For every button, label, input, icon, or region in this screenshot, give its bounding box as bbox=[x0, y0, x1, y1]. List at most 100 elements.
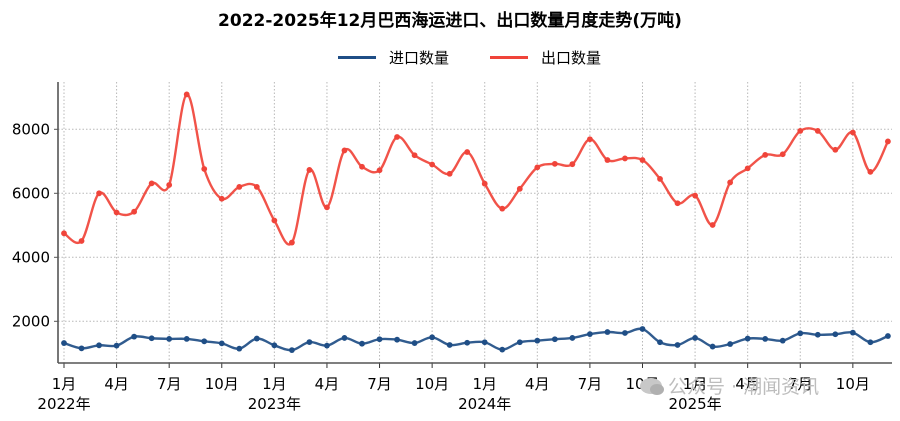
data-point bbox=[639, 326, 646, 332]
data-point bbox=[359, 340, 365, 347]
data-point bbox=[762, 152, 769, 158]
data-point bbox=[96, 190, 102, 197]
data-point bbox=[166, 182, 173, 188]
data-point bbox=[622, 330, 628, 336]
data-point bbox=[867, 339, 874, 346]
data-point bbox=[148, 335, 155, 342]
data-point bbox=[551, 160, 558, 167]
data-point bbox=[464, 149, 471, 155]
data-point bbox=[183, 91, 190, 98]
data-point bbox=[744, 165, 751, 172]
data-point bbox=[376, 167, 383, 174]
data-point bbox=[885, 138, 891, 145]
data-point bbox=[779, 151, 786, 158]
data-point bbox=[849, 129, 856, 136]
x-tick-label: 1月 bbox=[52, 375, 77, 393]
data-point bbox=[534, 337, 541, 344]
legend-line-export-icon bbox=[490, 55, 528, 59]
data-point bbox=[61, 340, 67, 346]
data-point bbox=[183, 336, 190, 342]
data-point bbox=[622, 155, 628, 162]
data-point bbox=[744, 335, 751, 342]
data-point bbox=[131, 333, 138, 340]
data-point bbox=[779, 337, 786, 344]
x-year-label: 2022年 bbox=[37, 395, 90, 413]
data-point bbox=[832, 146, 839, 153]
data-point bbox=[341, 335, 348, 341]
chart-title: 2022-2025年12月巴西海运进口、出口数量月度走势(万吨) bbox=[218, 11, 682, 31]
data-point bbox=[534, 164, 541, 171]
data-point bbox=[236, 345, 243, 352]
x-tick-label: 1月 bbox=[683, 375, 708, 393]
x-tick-label: 7月 bbox=[788, 375, 813, 393]
data-point bbox=[814, 331, 821, 338]
data-point bbox=[692, 335, 698, 341]
x-tick-label: 4月 bbox=[735, 375, 760, 393]
data-point bbox=[674, 342, 681, 348]
data-point bbox=[569, 335, 576, 341]
data-point bbox=[96, 342, 102, 349]
data-point bbox=[429, 161, 436, 168]
data-point bbox=[481, 339, 488, 346]
data-point bbox=[78, 345, 85, 352]
data-point bbox=[113, 342, 120, 349]
x-tick-label: 10月 bbox=[625, 375, 659, 393]
data-point bbox=[341, 147, 348, 154]
x-tick-label: 1月 bbox=[472, 375, 497, 393]
x-year-label: 2024年 bbox=[458, 395, 511, 413]
data-point bbox=[324, 342, 330, 349]
y-tick-label: 6000 bbox=[12, 184, 50, 202]
data-point bbox=[709, 343, 716, 350]
x-tick-label: 7月 bbox=[157, 375, 182, 393]
x-tick-label: 4月 bbox=[104, 375, 129, 393]
data-point bbox=[569, 161, 576, 168]
legend-item-import: 进口数量 bbox=[338, 45, 449, 69]
legend: 进口数量 出口数量 bbox=[0, 45, 900, 69]
data-point bbox=[253, 184, 260, 190]
x-tick-label: 7月 bbox=[367, 375, 392, 393]
data-point bbox=[797, 127, 804, 134]
data-point bbox=[657, 339, 663, 346]
data-point bbox=[411, 152, 418, 159]
data-point bbox=[481, 180, 488, 187]
data-point bbox=[218, 340, 225, 347]
data-point bbox=[499, 346, 506, 353]
data-series bbox=[61, 91, 891, 353]
data-point bbox=[639, 157, 646, 163]
data-point bbox=[306, 167, 313, 173]
data-point bbox=[376, 336, 383, 343]
data-point bbox=[709, 222, 716, 228]
data-point bbox=[604, 157, 611, 163]
data-point bbox=[271, 217, 278, 224]
data-point bbox=[849, 329, 856, 336]
data-point bbox=[201, 166, 208, 172]
data-point bbox=[762, 336, 769, 342]
data-point bbox=[692, 192, 698, 199]
x-tick-label: 10月 bbox=[205, 375, 239, 393]
y-tick-label: 2000 bbox=[12, 312, 50, 330]
data-point bbox=[324, 204, 330, 211]
y-tick-label: 8000 bbox=[12, 120, 50, 138]
data-point bbox=[551, 336, 558, 343]
series-export bbox=[61, 91, 891, 246]
data-point bbox=[218, 195, 225, 202]
data-point bbox=[166, 336, 173, 342]
data-point bbox=[604, 329, 611, 335]
data-point bbox=[464, 339, 471, 346]
axes: 2000 4000 6000 8000 1月 2022年 4月 7月 10月 1月 2023年 4月 7… bbox=[12, 82, 892, 413]
data-point bbox=[61, 230, 67, 237]
data-point bbox=[814, 127, 821, 134]
data-point bbox=[885, 333, 891, 339]
data-point bbox=[359, 163, 365, 170]
data-point bbox=[446, 342, 453, 348]
x-tick-label: 7月 bbox=[578, 375, 603, 393]
data-point bbox=[236, 184, 243, 190]
data-point bbox=[288, 239, 295, 246]
data-point bbox=[306, 339, 313, 345]
x-tick-label: 10月 bbox=[836, 375, 870, 393]
x-tick-label: 4月 bbox=[525, 375, 550, 393]
series-line bbox=[63, 93, 889, 246]
legend-label-import: 进口数量 bbox=[389, 48, 450, 67]
data-point bbox=[657, 176, 663, 182]
